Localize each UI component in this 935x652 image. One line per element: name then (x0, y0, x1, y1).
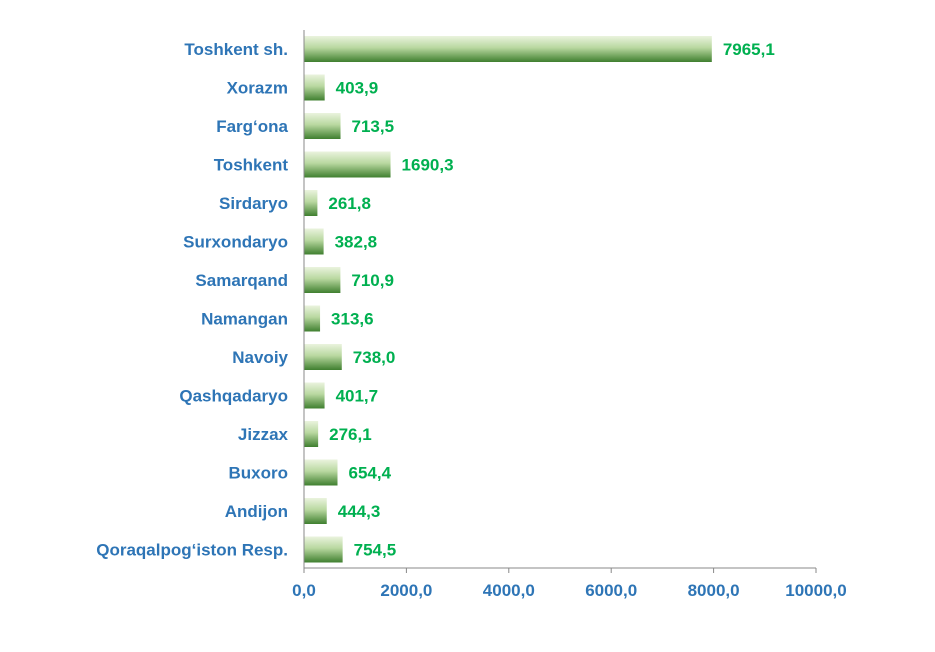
x-tick-label: 0,0 (292, 581, 316, 600)
bar (304, 421, 319, 447)
value-label: 1690,3 (402, 156, 454, 175)
value-label: 710,9 (351, 271, 394, 290)
axes-group (303, 30, 816, 569)
category-label: Qoraqalpog‘iston Resp. (96, 541, 288, 560)
category-label: Buxoro (229, 464, 289, 483)
bar (304, 190, 318, 216)
bar (304, 228, 324, 255)
category-label: Navoiy (232, 348, 288, 367)
bar (304, 344, 342, 370)
value-label: 276,1 (329, 425, 372, 444)
category-label: Toshkent (214, 156, 289, 175)
value-label: 313,6 (331, 310, 374, 329)
bar (304, 36, 712, 62)
value-label: 754,5 (354, 541, 397, 560)
bar (304, 536, 343, 563)
category-labels-group: Toshkent sh. Xorazm Farg‘ona Toshkent Sirdar… (96, 40, 288, 560)
category-label: Jizzax (238, 425, 289, 444)
bar (304, 498, 327, 524)
category-label: Andijon (225, 502, 288, 521)
value-labels-group: 7965,1 403,9 713,5 1690,3 261,8 382,8 710,9 313… (328, 40, 774, 560)
value-label: 401,7 (336, 387, 379, 406)
bar (304, 305, 321, 332)
bar (304, 459, 338, 486)
x-ticks-group: 0,0 2000,0 4000,0 6000,0 8000,0 10000,0 (292, 568, 847, 600)
bar (304, 151, 391, 178)
value-label: 403,9 (336, 79, 379, 98)
category-label: Sirdaryo (219, 194, 288, 213)
value-label: 654,4 (349, 464, 392, 483)
category-label: Toshkent sh. (184, 40, 288, 59)
x-tick-label: 8000,0 (688, 581, 740, 600)
bar (304, 267, 341, 293)
bar (304, 113, 341, 139)
bar (304, 382, 325, 409)
value-label: 738,0 (353, 348, 396, 367)
category-label: Qashqadaryo (179, 387, 288, 406)
x-tick-label: 6000,0 (585, 581, 637, 600)
category-label: Samarqand (195, 271, 288, 290)
category-label: Surxondaryo (183, 233, 288, 252)
category-label: Xorazm (227, 79, 288, 98)
bar (304, 74, 325, 101)
bars-group (304, 36, 712, 563)
value-label: 444,3 (338, 502, 381, 521)
value-label: 7965,1 (723, 40, 775, 59)
value-label: 261,8 (328, 194, 371, 213)
x-tick-label: 2000,0 (380, 581, 432, 600)
x-tick-label: 4000,0 (483, 581, 535, 600)
category-label: Farg‘ona (216, 117, 288, 136)
value-label: 713,5 (352, 117, 395, 136)
category-label: Namangan (201, 310, 288, 329)
x-tick-label: 10000,0 (785, 581, 846, 600)
value-label: 382,8 (335, 233, 378, 252)
